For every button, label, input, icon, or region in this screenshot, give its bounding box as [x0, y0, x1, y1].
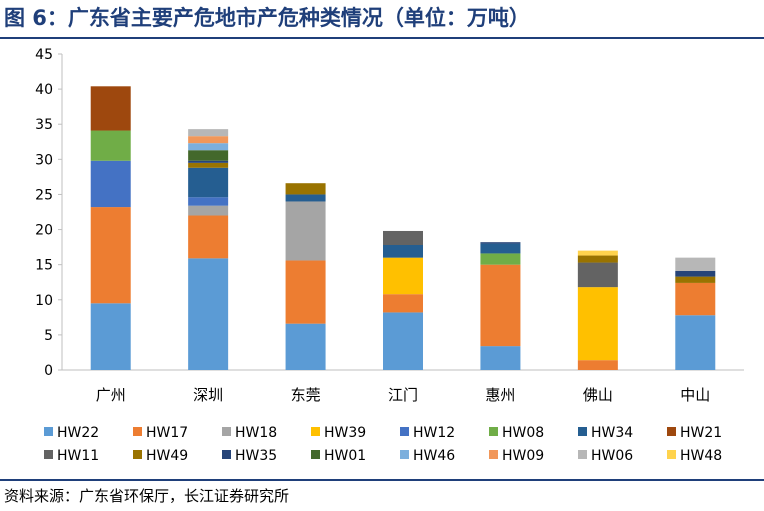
- legend-label: HW08: [502, 425, 544, 441]
- legend-swatch: [133, 450, 142, 459]
- legend-swatch: [400, 427, 409, 436]
- bar-segment-hw22: [480, 346, 521, 370]
- bar-segment-hw12: [90, 160, 131, 208]
- x-category-label: 东莞: [291, 386, 321, 404]
- legend-swatch: [44, 450, 53, 459]
- bar-segment-hw35: [480, 242, 521, 244]
- bar-segment-hw17: [383, 294, 423, 313]
- legend-label: HW11: [57, 448, 99, 464]
- bar-segment-hw17: [675, 282, 716, 316]
- bar-segment-hw49: [188, 162, 229, 168]
- bar-segment-hw35: [188, 160, 229, 163]
- legend-label: HW09: [502, 448, 544, 464]
- bar-segment-hw49: [675, 276, 716, 283]
- legend-swatch: [44, 427, 53, 436]
- legend-label: HW21: [680, 425, 722, 441]
- legend-label: HW39: [324, 425, 366, 441]
- bar-segment-hw46: [188, 143, 229, 151]
- bar-segment-hw06: [188, 129, 229, 137]
- bar-segment-hw18: [285, 201, 326, 261]
- bar-segment-hw34: [188, 167, 229, 198]
- bar-segment-hw22: [383, 312, 423, 370]
- x-category-label: 佛山: [583, 386, 613, 404]
- y-tick-label: 45: [35, 47, 53, 63]
- y-tick-label: 35: [35, 117, 53, 133]
- bar-segment-hw49: [285, 183, 326, 195]
- legend-swatch: [667, 450, 676, 459]
- x-category-label: 中山: [680, 386, 710, 404]
- bar-segment-hw22: [285, 323, 326, 370]
- bar-segment-hw17: [577, 360, 618, 370]
- legend-swatch: [667, 427, 676, 436]
- bar-segment-hw17: [285, 260, 326, 324]
- legend-label: HW48: [680, 448, 722, 464]
- bar-segment-hw39: [383, 257, 423, 295]
- title-underline: [0, 37, 764, 39]
- bar-segment-hw06: [675, 257, 716, 271]
- legend-label: HW12: [413, 425, 455, 441]
- legend-swatch: [222, 427, 231, 436]
- legend-swatch: [578, 450, 587, 459]
- bar-segment-hw34: [285, 194, 326, 202]
- bar-segment-hw08: [90, 130, 131, 161]
- bar-segment-hw12: [188, 197, 229, 206]
- bar-segment-hw49: [577, 255, 618, 263]
- legend-label: HW06: [591, 448, 633, 464]
- bar-segment-hw35: [675, 270, 716, 277]
- legend-label: HW49: [146, 448, 188, 464]
- source-note: 资料来源：广东省环保厅，长江证券研究所: [4, 487, 290, 505]
- legend-label: HW46: [413, 448, 455, 464]
- bar-segment-hw34: [383, 245, 423, 258]
- bar-segment-hw17: [90, 207, 131, 304]
- x-category-label: 江门: [388, 386, 418, 404]
- legend-label: HW17: [146, 425, 188, 441]
- bar-segment-hw01: [188, 150, 229, 161]
- y-tick-label: 5: [44, 328, 53, 344]
- bar-segment-hw39: [577, 287, 618, 361]
- legend-label: HW34: [591, 425, 633, 441]
- legend-swatch: [311, 427, 320, 436]
- bar-segment-hw18: [188, 205, 229, 216]
- bar-segment-hw09: [188, 136, 229, 144]
- legend-swatch: [133, 427, 142, 436]
- legend-swatch: [489, 427, 498, 436]
- bar-segment-hw11: [383, 230, 423, 246]
- bar-segment-hw22: [188, 258, 229, 370]
- bar-segment-hw17: [480, 264, 521, 347]
- x-category-label: 惠州: [485, 386, 515, 404]
- bar-segment-hw22: [675, 315, 716, 370]
- y-tick-label: 10: [35, 293, 53, 309]
- bar-segment-hw34: [480, 243, 521, 254]
- bar-segment-hw17: [188, 215, 229, 259]
- x-category-label: 广州: [96, 386, 126, 404]
- x-category-label: 深圳: [193, 386, 223, 404]
- bar-segment-hw08: [480, 253, 521, 265]
- y-tick-label: 20: [35, 223, 53, 239]
- y-tick-label: 40: [35, 82, 53, 98]
- y-tick-label: 15: [35, 258, 53, 274]
- legend-label: HW35: [235, 448, 277, 464]
- legend-swatch: [489, 450, 498, 459]
- legend-swatch: [400, 450, 409, 459]
- legend-label: HW18: [235, 425, 277, 441]
- bar-segment-hw21: [90, 86, 131, 131]
- bar-segment-hw11: [577, 262, 618, 288]
- bar-segment-hw22: [90, 303, 131, 370]
- y-tick-label: 30: [35, 152, 53, 168]
- stacked-bar-chart: 0 5 10 15 20 25 30 35 40 45 广州 深圳 东莞 江门 惠州 佛山 中山 HW22 HW17…: [35, 47, 744, 464]
- chart-title: 图 6：广东省主要产危地市产危种类情况（单位：万吨）: [4, 6, 530, 30]
- y-tick-label: 0: [44, 363, 53, 379]
- legend-label: HW22: [57, 425, 99, 441]
- legend-swatch: [578, 427, 587, 436]
- y-tick-label: 25: [35, 187, 53, 203]
- source-divider: [0, 479, 764, 481]
- bar-segment-hw48: [577, 250, 618, 256]
- legend-swatch: [311, 450, 320, 459]
- legend-swatch: [222, 450, 231, 459]
- legend-label: HW01: [324, 448, 366, 464]
